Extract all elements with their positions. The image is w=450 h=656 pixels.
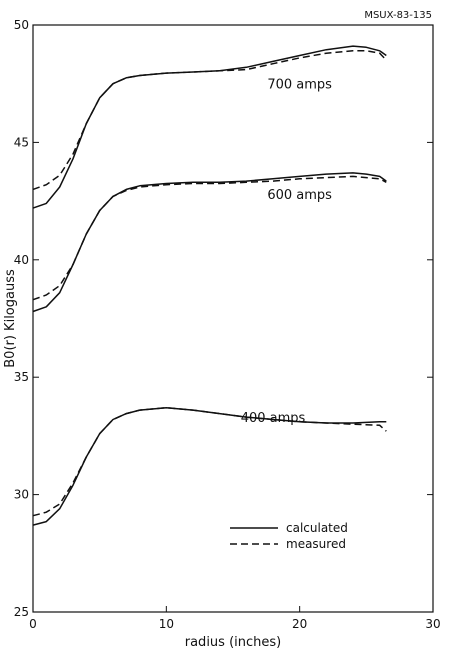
- curve-label: 600 amps: [267, 188, 332, 203]
- measured-curve: [32, 406, 387, 517]
- x-tick-label: 20: [292, 617, 307, 631]
- y-tick-label: 25: [14, 605, 29, 619]
- axis-ticks: 0 10 20 30 25 30 35 40 45 50: [14, 18, 441, 631]
- legend-label-calculated: calculated: [286, 521, 348, 535]
- x-tick-label: 0: [29, 617, 37, 631]
- y-tick-label: 50: [14, 18, 29, 32]
- plot-frame: [32, 24, 434, 613]
- x-axis-label: radius (inches): [185, 635, 281, 650]
- x-tick-label: 30: [425, 617, 440, 631]
- y-tick-label: 45: [14, 135, 29, 149]
- y-axis-label: B0(r) Kilogauss: [3, 269, 18, 368]
- x-tick-label: 10: [159, 617, 174, 631]
- report-id: MSUX-83-135: [364, 10, 432, 21]
- data-curves: 700 amps 600 amps 400 amps: [32, 45, 387, 526]
- legend-label-measured: measured: [286, 537, 346, 551]
- curve-label: 700 amps: [267, 77, 332, 92]
- calculated-curve: [32, 172, 387, 313]
- calculated-curve: [32, 406, 387, 526]
- calculated-curve: [32, 45, 387, 209]
- y-tick-label: 35: [14, 370, 29, 384]
- legend: calculated measured: [230, 521, 348, 551]
- y-tick-label: 40: [14, 253, 29, 267]
- curve-label: 400 amps: [241, 411, 306, 426]
- measured-curve: [32, 175, 387, 301]
- measured-curve: [32, 50, 387, 191]
- y-tick-label: 30: [14, 488, 29, 502]
